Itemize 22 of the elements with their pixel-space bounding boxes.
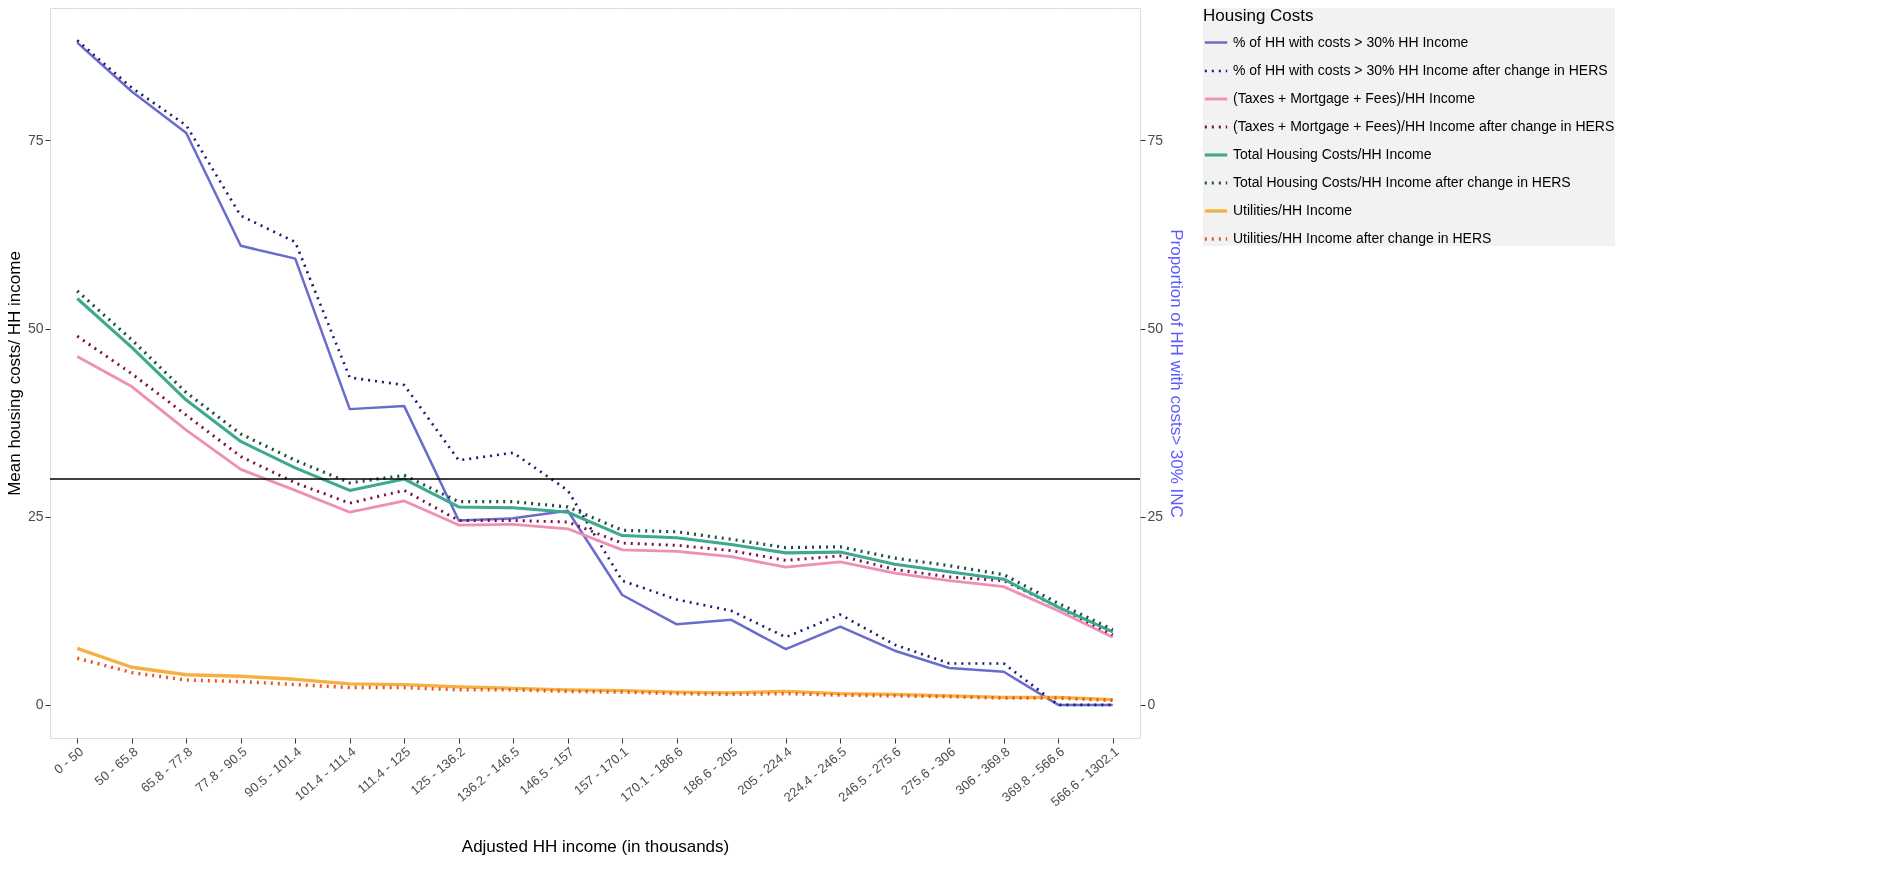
y-tick-label: 0	[35, 696, 44, 713]
legend-label: (Taxes + Mortgage + Fees)/HH Income	[1233, 90, 1476, 106]
y-tick-label: 50	[27, 320, 44, 337]
legend-label: % of HH with costs > 30% HH Income	[1233, 33, 1469, 50]
legend-label: Total Housing Costs/HH Income	[1233, 146, 1432, 162]
legend-label: Utilities/HH Income	[1233, 202, 1353, 218]
y2-tick-label: 50	[1147, 320, 1164, 337]
y2-axis-title: Proportion of HH with costs> 30% INC	[1167, 229, 1187, 518]
y-tick-label: 25	[27, 508, 44, 525]
y2-tick-label: 75	[1147, 131, 1164, 148]
legend-label: % of HH with costs > 30% HH Income after change in HERS	[1233, 62, 1608, 78]
legend-label: Utilities/HH Income after change in HERS	[1233, 230, 1492, 246]
y2-tick-label: 25	[1147, 508, 1164, 525]
legend-title: Housing Costs	[1203, 6, 1314, 25]
legend-label: (Taxes + Mortgage + Fees)/HH Income after change in HERS	[1233, 118, 1615, 134]
y-axis-title: Mean housing costs/ HH income	[4, 251, 24, 496]
y2-tick-label: 0	[1147, 696, 1156, 713]
x-tick-label: 0 - 50	[50, 743, 87, 777]
x-axis-title: Adjusted HH income (in thousands)	[461, 837, 730, 857]
y-tick-label: 75	[27, 131, 44, 148]
legend-label: Total Housing Costs/HH Income after change in HERS	[1233, 174, 1571, 190]
line-series	[75, 656, 1115, 703]
